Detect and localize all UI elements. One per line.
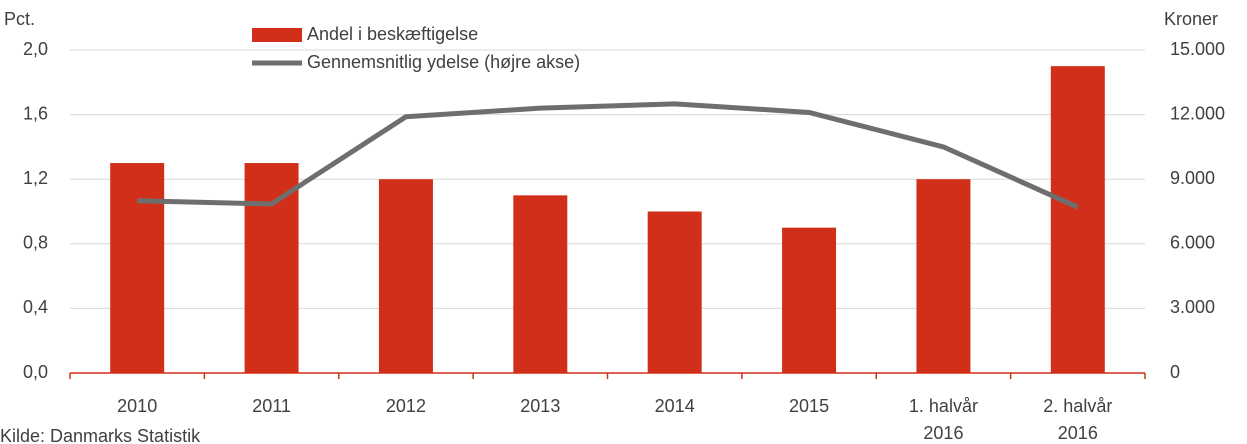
y2-tick-label: 6.000 xyxy=(1170,233,1215,253)
y2-tick-label: 3.000 xyxy=(1170,297,1215,317)
y2-axis-label: Kroner xyxy=(1164,9,1218,29)
y2-tick-label: 9.000 xyxy=(1170,168,1215,188)
bar xyxy=(244,163,299,373)
y-tick-label: 0,4 xyxy=(23,297,48,317)
y2-tick-label: 12.000 xyxy=(1170,103,1225,123)
bar xyxy=(110,163,165,373)
source: Kilde: Danmarks Statistik xyxy=(0,426,201,444)
y-tick-label: 1,6 xyxy=(23,103,48,123)
x-tick-label: 2. halvår 2016 xyxy=(1043,396,1112,443)
bar xyxy=(1050,66,1105,374)
y-tick-label: 0,0 xyxy=(23,362,48,382)
y-tick-label: 2,0 xyxy=(23,39,48,59)
bar xyxy=(513,195,568,373)
bar xyxy=(378,179,433,373)
y-tick-label: 0,8 xyxy=(23,233,48,253)
x-tick-label: 1. halvår 2016 xyxy=(909,396,978,443)
x-tick-label: 2010 xyxy=(117,396,157,416)
bar xyxy=(647,211,702,373)
y2-tick-label: 15.000 xyxy=(1170,39,1225,59)
legend-label: Andel i beskæftigelse xyxy=(307,24,478,44)
legend-swatch xyxy=(252,28,302,42)
y-tick-label: 1,2 xyxy=(23,168,48,188)
x-tick-label: 2011 xyxy=(252,396,291,416)
bar xyxy=(782,227,837,373)
y2-tick-label: 0 xyxy=(1170,362,1180,382)
bar xyxy=(916,179,971,373)
x-tick-label: 2012 xyxy=(386,396,426,416)
y-axis-label: Pct. xyxy=(4,9,35,29)
x-tick-label: 2013 xyxy=(520,396,560,416)
legend-label: Gennemsnitlig ydelse (højre akse) xyxy=(307,52,580,72)
line xyxy=(137,101,1079,210)
x-tick-label: 2014 xyxy=(655,396,695,416)
x-tick-label: 2015 xyxy=(789,396,829,416)
